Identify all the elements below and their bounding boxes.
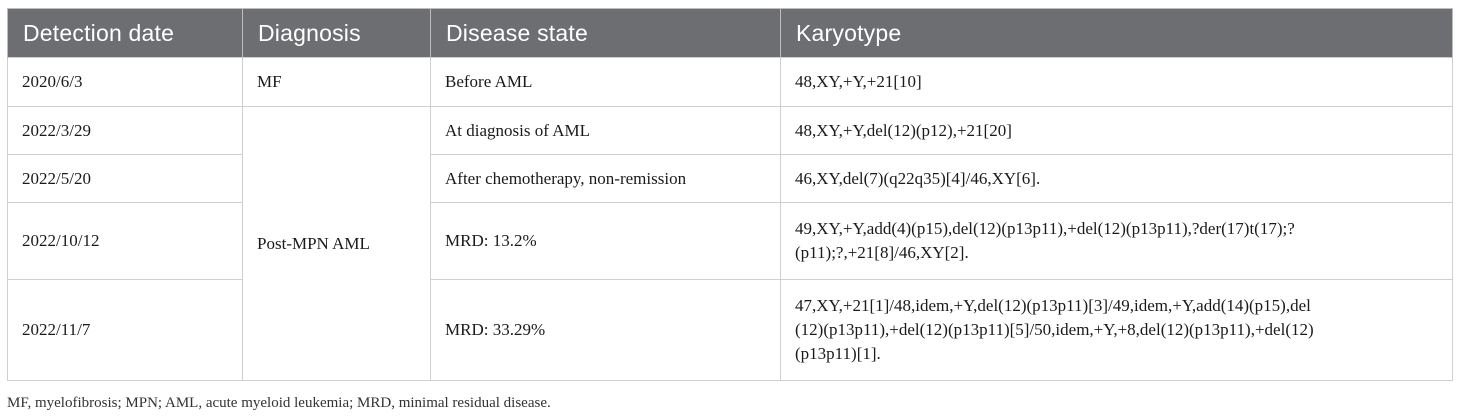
cell-detection-date: 2022/11/7 [7,279,243,381]
cell-karyotype: 47,XY,+21[1]/48,idem,+Y,del(12)(p13p11)[… [780,279,1453,381]
table-header-row: Detection date Diagnosis Disease state K… [7,8,1453,58]
cell-detection-date: 2022/10/12 [7,202,243,280]
cell-karyotype: 46,XY,del(7)(q22q35)[4]/46,XY[6]. [780,154,1453,203]
header-detection-date: Detection date [7,8,243,58]
karyotype-line: 49,XY,+Y,add(4)(p15),del(12)(p13p11),+de… [795,219,1295,238]
karyotype-line: (p11);?,+21[8]/46,XY[2]. [795,243,969,262]
header-karyotype: Karyotype [780,8,1453,58]
cell-karyotype: 48,XY,+Y,+21[10] [780,57,1453,107]
cell-disease-state: After chemotherapy, non-remission [430,154,781,203]
header-diagnosis: Diagnosis [242,8,431,58]
cell-disease-state: At diagnosis of AML [430,106,781,155]
table-row: 2022/10/12 MRD: 13.2% 49,XY,+Y,add(4)(p1… [7,202,1453,280]
cell-diagnosis: Post-MPN AML [242,106,431,381]
cell-karyotype: 49,XY,+Y,add(4)(p15),del(12)(p13p11),+de… [780,202,1453,280]
cell-disease-state: MRD: 33.29% [430,279,781,381]
cell-karyotype: 48,XY,+Y,del(12)(p12),+21[20] [780,106,1453,155]
table-footnote: MF, myelofibrosis; MPN; AML, acute myelo… [7,395,551,411]
header-disease-state: Disease state [430,8,781,58]
karyotype-table-container: Detection date Diagnosis Disease state K… [7,8,1453,381]
cell-disease-state: Before AML [430,57,781,107]
cell-detection-date: 2022/3/29 [7,106,243,155]
table-row: 2020/6/3 MF Before AML 48,XY,+Y,+21[10] [7,57,1453,107]
karyotype-line: (12)(p13p11),+del(12)(p13p11)[5]/50,idem… [795,320,1314,339]
karyotype-line: 47,XY,+21[1]/48,idem,+Y,del(12)(p13p11)[… [795,296,1311,315]
table-row: 2022/11/7 MRD: 33.29% 47,XY,+21[1]/48,id… [7,279,1453,381]
cell-diagnosis: MF [242,57,431,107]
cell-disease-state: MRD: 13.2% [430,202,781,280]
cell-detection-date: 2022/5/20 [7,154,243,203]
table-row: 2022/5/20 After chemotherapy, non-remiss… [7,154,1453,203]
karyotype-line: (p13p11)[1]. [795,344,881,363]
table-row: 2022/3/29 Post-MPN AML At diagnosis of A… [7,106,1453,381]
karyotype-table: Detection date Diagnosis Disease state K… [7,8,1453,381]
cell-detection-date: 2020/6/3 [7,57,243,107]
